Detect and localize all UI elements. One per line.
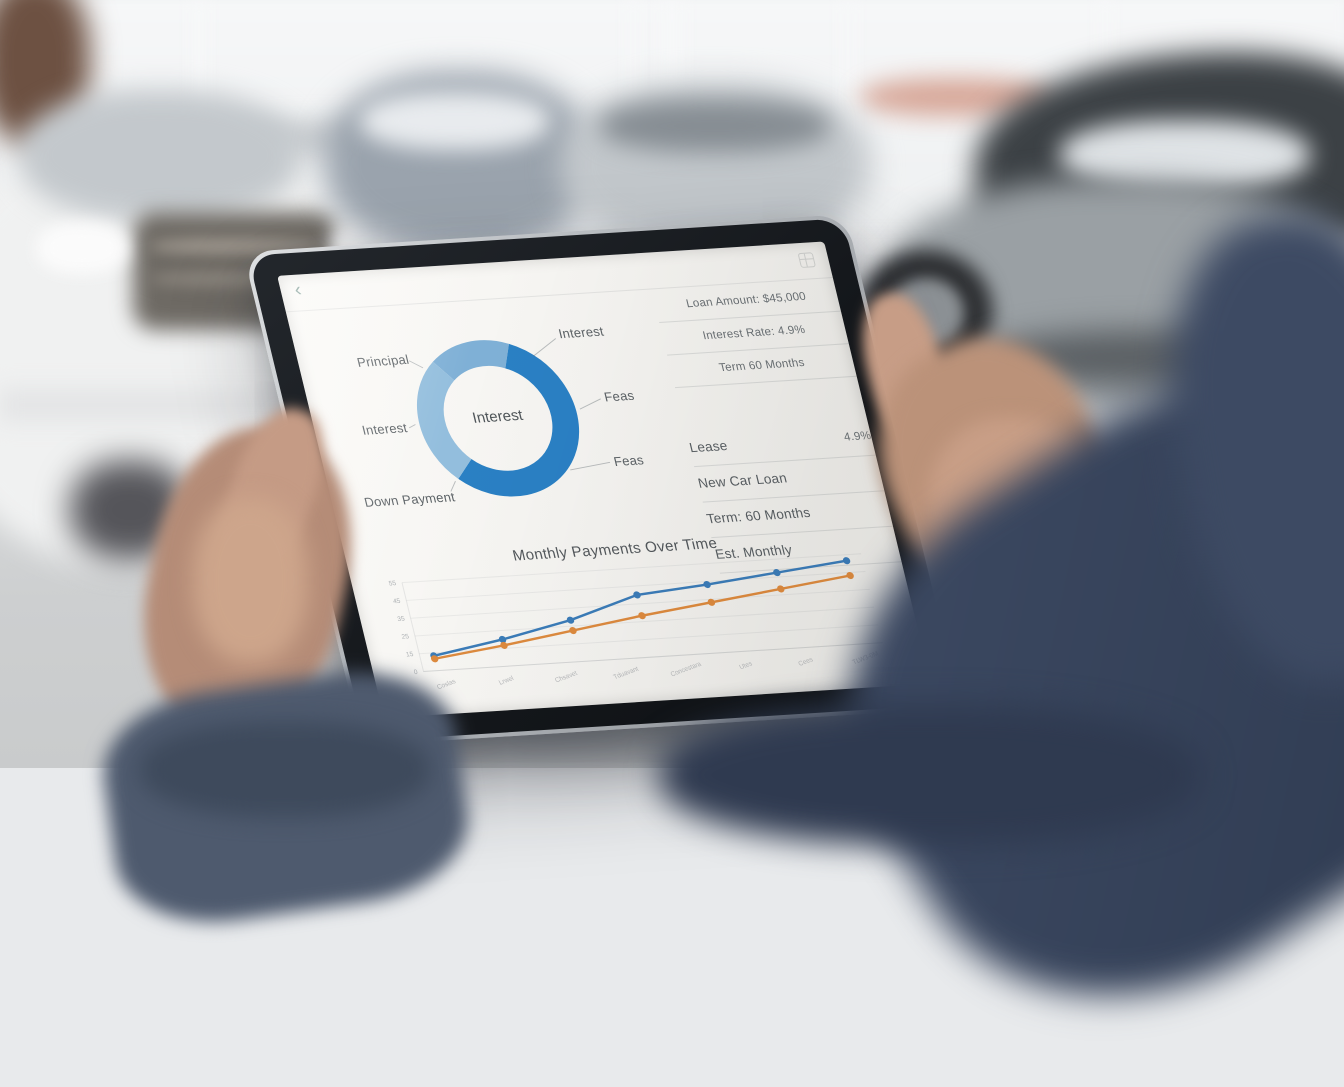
person-arm-bottom — [660, 705, 1200, 845]
donut-label-interest-top: Interest — [556, 323, 606, 342]
option-lease[interactable]: Lease 4.9% — [687, 429, 876, 468]
car-gray-sedan-window — [360, 92, 550, 150]
x-tick-label: Chsavet — [554, 670, 579, 684]
series-orange-point — [846, 571, 854, 580]
series-orange-point — [707, 598, 716, 606]
option-lease-label: Lease — [687, 438, 730, 456]
gridline — [419, 624, 879, 655]
series-blue-point — [566, 616, 575, 624]
y-tick-label: 25 — [401, 633, 410, 640]
monthly-payments-chart: Monthly Payments Over Time 55 45 35 25 15 0 Co… — [357, 525, 908, 718]
gridline — [423, 642, 883, 672]
x-tick-label: Coslas — [436, 678, 458, 691]
tablet-screen: ‹ — [277, 241, 932, 719]
series-orange-point — [500, 641, 508, 649]
option-lease-rate: 4.9% — [842, 430, 873, 444]
donut-segment-interest — [458, 343, 580, 497]
car-white-suv-windshield — [20, 90, 300, 220]
gridline — [414, 606, 875, 637]
left-hand-highlight — [193, 498, 308, 663]
series-blue-point — [633, 591, 641, 599]
option-new-car-loan[interactable]: New Car Loan — [696, 464, 885, 503]
x-tick-label: Cees — [797, 656, 815, 668]
donut-segment-down-payment — [417, 361, 472, 479]
left-sleeve-fold — [140, 722, 430, 817]
y-tick-label: 55 — [388, 580, 397, 587]
x-tick-label: Lrwel — [498, 675, 516, 687]
series-orange-point — [569, 626, 577, 635]
donut-label-feas-low: Feas — [612, 452, 646, 470]
tablet-device: ‹ — [243, 214, 966, 746]
series-orange-point — [777, 585, 785, 593]
y-axis — [401, 582, 425, 672]
term-row: Term 60 Months — [669, 354, 857, 389]
tablet-bezel: ‹ — [247, 218, 961, 742]
callout-lines — [408, 338, 611, 492]
line-chart-svg: 55 45 35 25 15 0 Coslas Lrwel Chsavet Tduavant Con… — [388, 553, 883, 691]
grid-menu-icon[interactable] — [797, 252, 817, 268]
x-tick-label: Tduavant — [612, 666, 640, 682]
gridline — [406, 571, 866, 601]
gridline — [410, 588, 870, 619]
series-orange-point — [638, 612, 646, 620]
donut-label-feas-mid: Feas — [602, 387, 636, 405]
option-term-label: Term: 60 Months — [704, 505, 812, 527]
series-blue-point — [773, 569, 781, 577]
loan-breakdown-donut-chart: Interest Feas Feas Principal Interest Do… — [306, 297, 691, 547]
x-tick-label: Concestara — [669, 661, 703, 679]
donut-segment-principal — [432, 340, 509, 381]
x-tick-label: Utes — [738, 660, 754, 671]
series-blue-point — [498, 635, 507, 644]
series-blue-line — [433, 559, 847, 657]
car-silver-sedan-window-band — [600, 100, 830, 152]
donut-svg — [408, 338, 611, 497]
tablet-metal-rim: ‹ — [243, 214, 966, 746]
option-new-car-loan-label: New Car Loan — [696, 470, 789, 491]
gridline — [401, 553, 862, 584]
y-tick-label: 0 — [413, 669, 419, 676]
loan-details-panel: Loan Amount: $45,000 Interest Rate: 4.9%… — [653, 288, 859, 398]
car-right-window-reflection — [1060, 120, 1310, 190]
y-tick-label: 45 — [392, 598, 401, 605]
series-blue-point — [842, 557, 851, 565]
loan-amount-row: Loan Amount: $45,000 — [653, 288, 842, 323]
interest-rate-row: Interest Rate: 4.9% — [661, 321, 849, 356]
x-axis — [423, 642, 883, 672]
car-white-suv-headlight — [36, 222, 128, 274]
series-orange-point — [430, 655, 439, 663]
back-button[interactable]: ‹ — [292, 279, 304, 301]
y-tick-label: 35 — [397, 616, 406, 623]
y-tick-label: 15 — [405, 651, 414, 658]
series-blue-point — [703, 580, 711, 589]
